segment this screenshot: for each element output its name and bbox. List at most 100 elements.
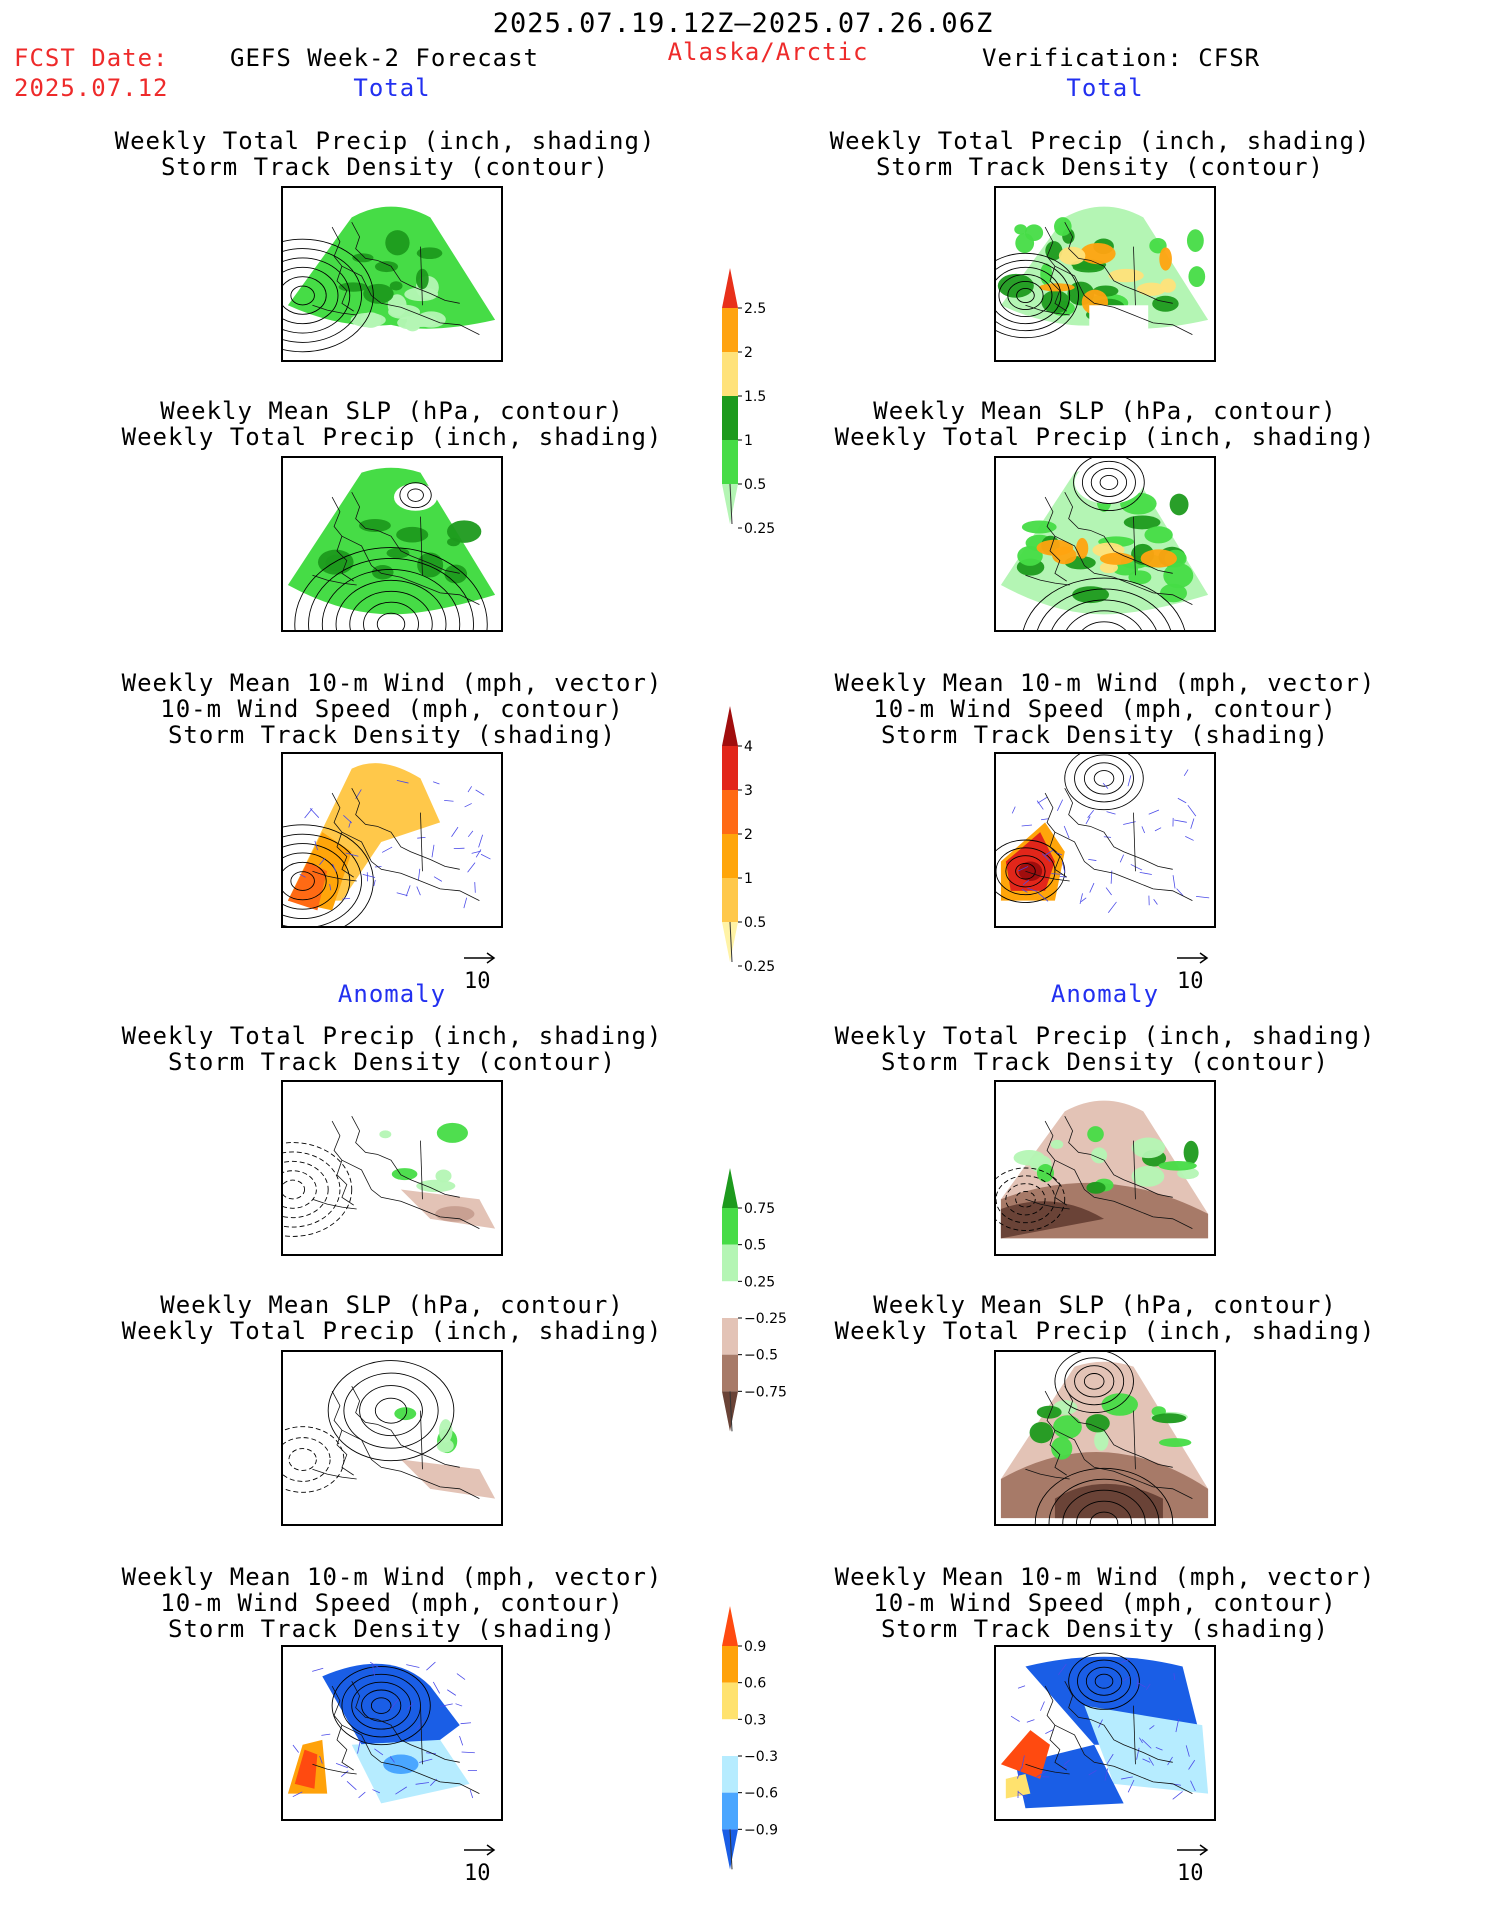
contour-lines [294, 547, 488, 630]
colorbar-swatch [722, 1318, 738, 1355]
shaded-field [1036, 537, 1177, 574]
section-anomaly-left: Anomaly [337, 980, 447, 1008]
shaded-field [379, 1122, 468, 1193]
colorbar-tick-label: 0.75 [744, 1201, 775, 1217]
map-anom-wind-track-verification [994, 1645, 1216, 1821]
coastline [312, 788, 480, 901]
arrow-right-icon [1177, 952, 1209, 964]
shaded-field [317, 519, 482, 584]
colorbar-tick-label: 1 [744, 871, 753, 887]
colorbar-tick-label: −0.3 [744, 1749, 778, 1765]
colorbar-tick-label: 2 [744, 827, 753, 843]
colorbar-tick-label: −0.9 [744, 1822, 778, 1838]
section-total-left: Total [353, 74, 431, 102]
colorbar-arrow-bottom [722, 1829, 738, 1870]
map-total-precip-track-verification [994, 186, 1216, 362]
contour-lines [1034, 1467, 1174, 1524]
title-r4: Weekly Total Precip (inch, shading) Storm… [834, 1022, 1376, 1076]
colorbar-tick-label: 0.9 [744, 1639, 766, 1655]
map-anom-precip-track-verification [994, 1080, 1216, 1256]
contour-lines [1022, 577, 1186, 630]
colorbar-arrow-bottom [722, 922, 738, 962]
colorbar-swatch [722, 396, 738, 440]
map-total-wind-track-forecast [281, 752, 503, 928]
title-l5: Weekly Mean SLP (hPa, contour) Weekly Tot… [121, 1291, 663, 1345]
shaded-field [1029, 1393, 1192, 1460]
shaded-field [394, 1407, 458, 1454]
colorbar-tick-label: 0.5 [744, 915, 766, 931]
coastline [1025, 492, 1193, 605]
contour-lines [283, 824, 374, 926]
title-l4: Weekly Total Precip (inch, shading) Storm… [121, 1022, 663, 1076]
title-r5: Weekly Mean SLP (hPa, contour) Weekly Tot… [834, 1291, 1376, 1345]
colorbar-arrow-bottom [722, 1391, 738, 1432]
colorbar-tick-label: 1 [744, 433, 753, 449]
shaded-field [1039, 242, 1176, 315]
map-anom-wind-track-forecast [281, 1645, 503, 1821]
reference-vector: 10 [1175, 1842, 1211, 1886]
colorbar-tick-label: −0.25 [744, 1311, 787, 1327]
map-total-precip-track-forecast [281, 186, 503, 362]
title-r1: Weekly Total Precip (inch, shading) Storm… [829, 127, 1371, 181]
title-l1: Weekly Total Precip (inch, shading) Storm… [114, 127, 656, 181]
colorbar-tick-label: 0.25 [744, 959, 775, 975]
map-total-wind-track-verification [994, 752, 1216, 928]
title-l6: Weekly Mean 10-m Wind (mph, vector) 10-m … [121, 1563, 663, 1643]
colorbar-swatch [722, 790, 738, 834]
coastline [312, 1116, 480, 1229]
section-total-right: Total [1066, 74, 1144, 102]
colorbar-track-total: 4 3 2 1 0.5 0.25 [714, 706, 784, 976]
map-total-slp-precip-verification [994, 456, 1216, 632]
coastline [1025, 788, 1193, 901]
coastline [1025, 1681, 1193, 1794]
model-title: GEFS Week-2 Forecast [230, 44, 539, 72]
title-l3: Weekly Mean 10-m Wind (mph, vector) 10-m … [121, 669, 663, 749]
contour-lines [399, 482, 432, 509]
contour-lines [996, 1167, 1066, 1231]
title-r3: Weekly Mean 10-m Wind (mph, vector) 10-m … [834, 669, 1376, 749]
coastline [312, 1681, 480, 1794]
colorbar-swatch [722, 1682, 738, 1720]
colorbar-swatch [722, 352, 738, 396]
arrow-right-icon [464, 952, 496, 964]
colorbar-precip-anom: 0.75 0.5 0.25 −0.25 −0.5 −0.75 [714, 1168, 787, 1438]
date-range-title: 2025.07.19.12Z–2025.07.26.06Z [492, 8, 994, 39]
colorbar-arrow-top [722, 706, 738, 746]
map-anom-slp-precip-forecast [281, 1350, 503, 1526]
colorbar-tick-label: 0.25 [744, 521, 775, 537]
colorbar-swatch [722, 1281, 738, 1318]
colorbar-swatch [722, 1756, 738, 1793]
contour-lines [327, 1360, 455, 1462]
map-anom-precip-track-forecast [281, 1080, 503, 1256]
contour-lines [283, 238, 374, 353]
coastline [312, 222, 480, 335]
coastline [312, 1386, 480, 1499]
region-title: Alaska/Arctic [667, 38, 869, 66]
colorbar-tick-label: 1.5 [744, 389, 766, 405]
colorbar-swatch [722, 308, 738, 352]
wind-vectors [299, 779, 491, 909]
colorbar-swatch [722, 878, 738, 922]
colorbar-arrow-top [722, 268, 738, 308]
wind-vectors [292, 1661, 478, 1799]
colorbar-arrow-bottom [722, 484, 738, 524]
colorbar-tick-label: 0.3 [744, 1712, 766, 1728]
contour-lines [1068, 1652, 1140, 1710]
fcst-date-value: 2025.07.12 [14, 74, 169, 102]
contour-lines [1073, 458, 1145, 512]
wind-vectors [1010, 1658, 1196, 1800]
colorbar-swatch [722, 1646, 738, 1683]
colorbar-swatch [722, 1792, 738, 1830]
verification-title: Verification: CFSR [982, 44, 1261, 72]
arrow-right-icon [1177, 1844, 1209, 1856]
colorbar-precip-total: 2.5 2 1.5 1 0.5 0.25 [714, 268, 784, 538]
fcst-date-label: FCST Date: [14, 44, 169, 72]
contour-lines [283, 1426, 345, 1493]
arrow-right-icon [464, 1844, 496, 1856]
colorbar-swatch [722, 1244, 738, 1282]
colorbar-swatch [722, 1354, 738, 1392]
colorbar-tick-label: 0.25 [744, 1274, 775, 1290]
contour-lines [1054, 1352, 1134, 1414]
coastline [1025, 222, 1193, 335]
coastline [1025, 1386, 1193, 1499]
